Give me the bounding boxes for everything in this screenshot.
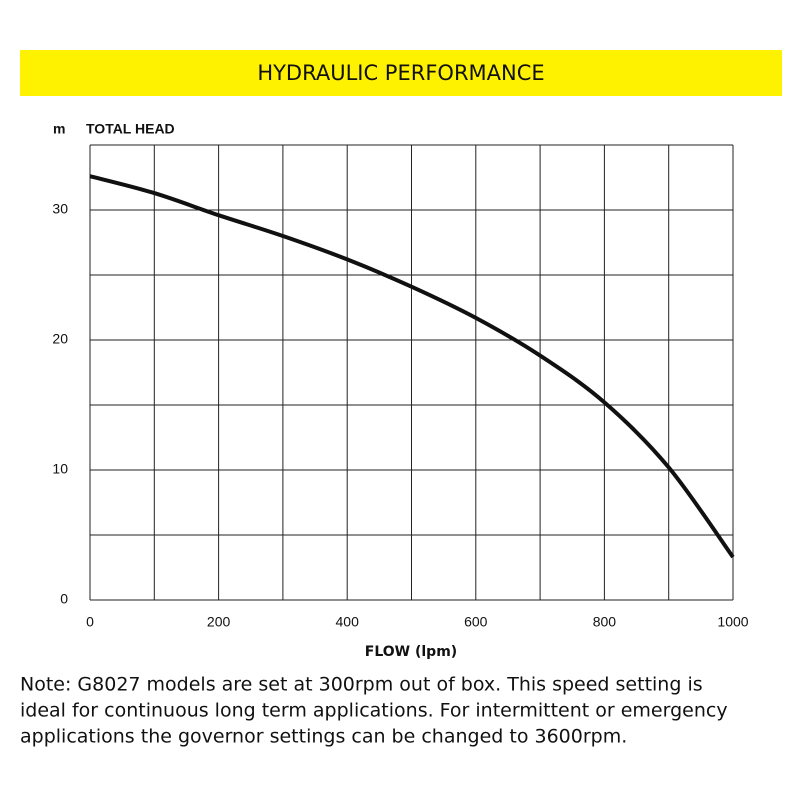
x-tick-label: 800 <box>593 614 617 630</box>
x-axis-label: FLOW (lpm) <box>365 644 457 660</box>
x-tick-label: 200 <box>207 614 231 630</box>
y-axis-label: TOTAL HEAD <box>86 121 175 137</box>
y-tick-label: 20 <box>52 331 68 347</box>
y-tick-label: 0 <box>60 591 68 607</box>
x-tick-label: 0 <box>86 614 94 630</box>
y-tick-label: 10 <box>52 461 68 477</box>
note-line: ideal for continuous long term applicati… <box>20 700 728 722</box>
y-unit: m <box>53 121 65 137</box>
x-tick-label: 600 <box>464 614 488 630</box>
note-line: applications the governor settings can b… <box>20 726 627 748</box>
x-tick-label: 400 <box>336 614 360 630</box>
x-tick-label: 1000 <box>717 614 748 630</box>
data-line <box>89 174 735 559</box>
y-tick-label: 30 <box>52 201 68 217</box>
title-banner <box>20 50 782 96</box>
note-line: Note: G8027 models are set at 300rpm out… <box>20 674 703 696</box>
chart-title: HYDRAULIC PERFORMANCE <box>257 61 544 85</box>
